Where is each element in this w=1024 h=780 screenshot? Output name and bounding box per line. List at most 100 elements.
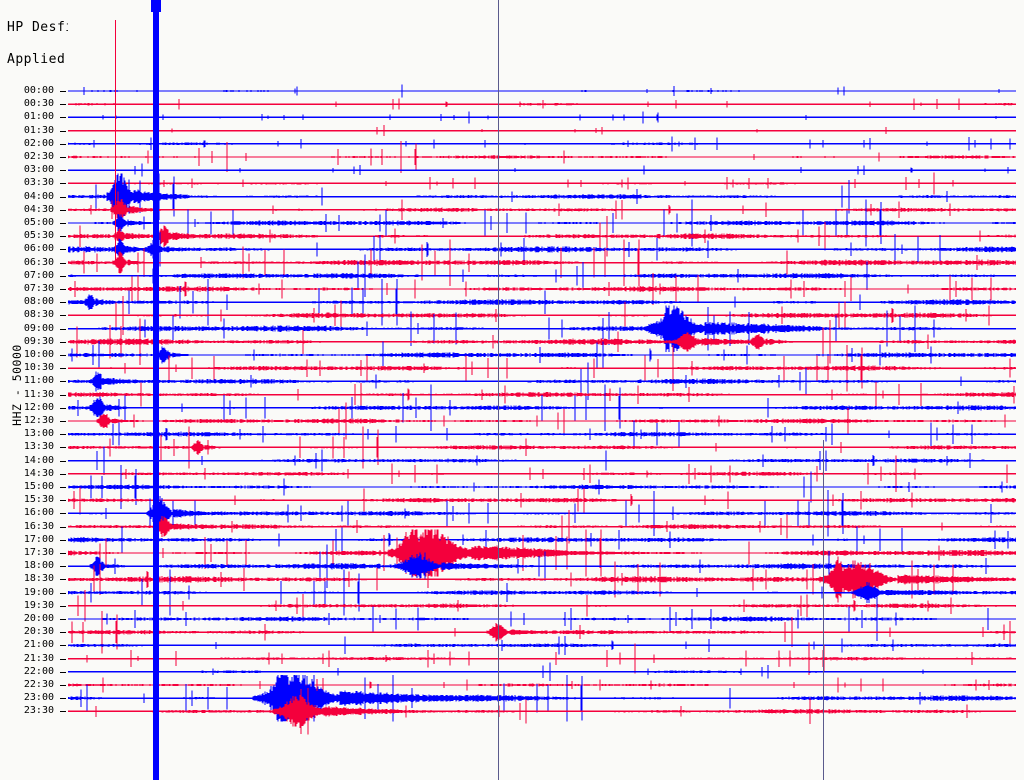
time-tick-label: 09:00	[23, 322, 54, 334]
seismic-trace-row	[68, 273, 1016, 305]
time-tick-mark	[60, 263, 66, 264]
seismic-trace-row	[68, 384, 1016, 432]
time-tick-mark	[60, 434, 66, 435]
time-tick-label: 13:30	[23, 441, 54, 453]
time-tick-mark	[60, 540, 66, 541]
time-tick-label: 05:30	[23, 230, 54, 242]
seismic-trace-row	[68, 556, 1016, 603]
seismic-trace-row	[68, 455, 1016, 493]
seismic-trace-row	[68, 446, 1016, 475]
time-tick-mark	[60, 104, 66, 105]
seismic-trace-row	[68, 490, 1016, 537]
time-tick-label: 21:30	[23, 652, 54, 664]
time-tick-label: 23:30	[23, 705, 54, 717]
seismic-trace-row	[68, 199, 1016, 247]
time-tick-mark	[60, 461, 66, 462]
seismic-trace-row	[68, 318, 1016, 366]
seismic-trace-row	[68, 509, 1016, 544]
vertical-gridline-secondary	[823, 440, 824, 780]
time-tick-mark	[60, 395, 66, 396]
time-tick-mark	[60, 183, 66, 184]
time-tick-label: 08:00	[23, 296, 54, 308]
time-tick-label: 20:30	[23, 626, 54, 638]
time-tick-mark	[60, 144, 66, 145]
time-tick-label: 05:00	[23, 217, 54, 228]
time-tick-mark	[60, 421, 66, 422]
time-tick-label: 21:00	[23, 639, 54, 651]
time-tick-label: 04:00	[23, 190, 54, 202]
time-tick-label: 14:00	[23, 454, 54, 466]
seismic-trace-row	[68, 340, 1016, 370]
time-tick-label: 04:30	[23, 203, 54, 215]
seismic-trace-row	[68, 278, 1016, 326]
time-tick-mark	[60, 632, 66, 633]
time-tick-label: 15:30	[23, 494, 54, 506]
seismic-trace-row	[68, 642, 1016, 675]
time-tick-mark	[60, 408, 66, 409]
seismic-trace-row	[68, 125, 1016, 136]
time-tick-mark	[60, 210, 66, 211]
time-tick-mark	[60, 487, 66, 488]
time-tick-mark	[60, 329, 66, 330]
seismic-trace-row	[68, 611, 1016, 654]
time-tick-mark	[60, 698, 66, 699]
time-tick-label: 10:30	[23, 362, 54, 374]
time-tick-mark	[60, 685, 66, 686]
time-tick-label: 22:30	[23, 679, 54, 690]
seismic-trace-row	[68, 569, 1016, 616]
time-tick-label: 12:00	[23, 401, 54, 413]
time-tick-label: 07:00	[23, 269, 54, 281]
time-tick-label: 14:30	[23, 467, 54, 479]
time-tick-mark	[60, 91, 66, 92]
time-tick-label: 18:00	[23, 560, 54, 572]
time-tick-mark	[60, 566, 66, 567]
time-tick-mark	[60, 276, 66, 277]
time-tick-label: 19:30	[23, 599, 54, 611]
time-tick-label: 17:00	[23, 533, 54, 545]
time-tick-mark	[60, 117, 66, 118]
seismic-trace-row	[68, 544, 1016, 589]
time-tick-mark	[60, 527, 66, 528]
time-tick-mark	[60, 619, 66, 620]
time-tick-label: 01:30	[23, 124, 54, 136]
time-tick-mark	[60, 672, 66, 673]
time-tick-mark	[60, 249, 66, 250]
time-tick-label: 11:30	[23, 388, 54, 400]
time-tick-label: 01:00	[23, 111, 54, 123]
time-tick-mark	[60, 289, 66, 290]
time-tick-label: 07:30	[23, 283, 54, 294]
seismic-trace-row	[68, 232, 1016, 267]
time-tick-mark	[60, 302, 66, 303]
seismic-trace-row	[68, 136, 1016, 152]
time-tick-label: 18:30	[23, 573, 54, 585]
seismic-trace-row	[68, 420, 1016, 448]
time-tick-mark	[60, 355, 66, 356]
time-tick-mark	[60, 170, 66, 171]
seismic-trace-row	[68, 688, 1016, 735]
time-tick-mark	[60, 342, 66, 343]
time-tick-mark	[60, 236, 66, 237]
clipped-spike-column	[153, 0, 159, 780]
time-tick-mark	[60, 645, 66, 646]
time-tick-label: 13:00	[23, 428, 54, 440]
seismic-trace-row	[68, 216, 1016, 257]
time-tick-label: 03:30	[23, 177, 54, 189]
vertical-gridline	[498, 0, 499, 780]
time-tick-label: 02:00	[23, 137, 54, 149]
clipped-spike-column-top	[151, 0, 161, 12]
time-tick-mark	[60, 315, 66, 316]
seismic-trace-row	[68, 98, 1016, 111]
time-tick-label: 00:00	[23, 85, 54, 96]
time-tick-label: 02:30	[23, 151, 54, 162]
seismic-trace-row	[68, 111, 1016, 124]
time-tick-mark	[60, 513, 66, 514]
seismic-trace-row	[68, 362, 1016, 401]
seismic-trace-row	[68, 464, 1016, 510]
time-tick-label: 06:00	[23, 243, 54, 255]
time-axis: 00:00 00:30 01:00 01:30 02:00 02:30 03:00 03:30…	[0, 0, 68, 780]
time-tick-mark	[60, 553, 66, 554]
helicorder-plot	[68, 0, 1016, 780]
time-tick-label: 17:30	[23, 547, 54, 558]
time-tick-label: 23:00	[23, 692, 54, 704]
